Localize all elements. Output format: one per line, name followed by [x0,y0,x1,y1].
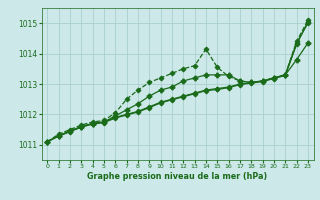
X-axis label: Graphe pression niveau de la mer (hPa): Graphe pression niveau de la mer (hPa) [87,172,268,181]
